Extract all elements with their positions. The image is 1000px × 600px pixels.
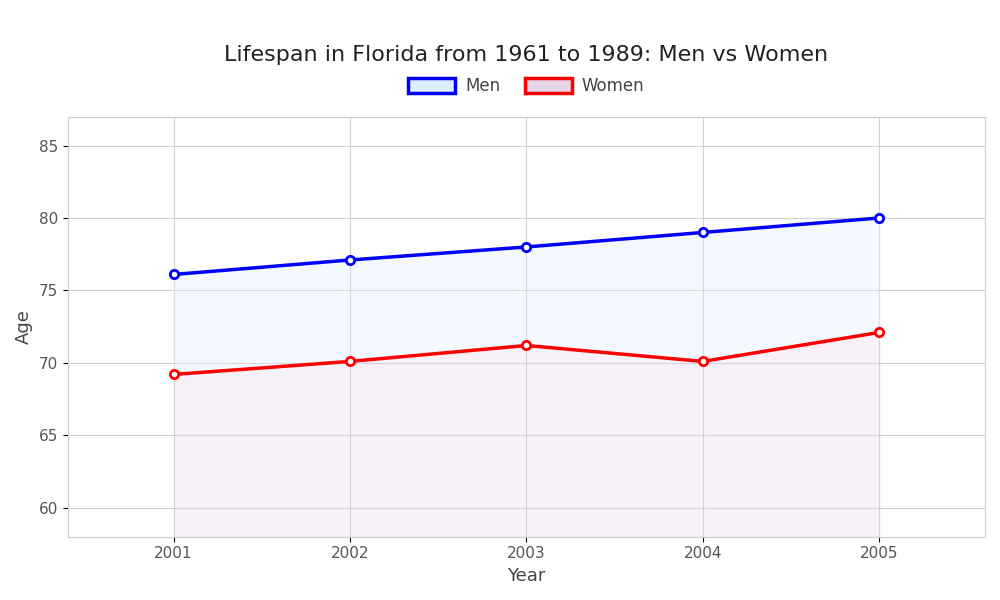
X-axis label: Year: Year bbox=[507, 567, 546, 585]
Y-axis label: Age: Age bbox=[15, 309, 33, 344]
Title: Lifespan in Florida from 1961 to 1989: Men vs Women: Lifespan in Florida from 1961 to 1989: M… bbox=[224, 45, 828, 65]
Legend: Men, Women: Men, Women bbox=[402, 70, 651, 101]
